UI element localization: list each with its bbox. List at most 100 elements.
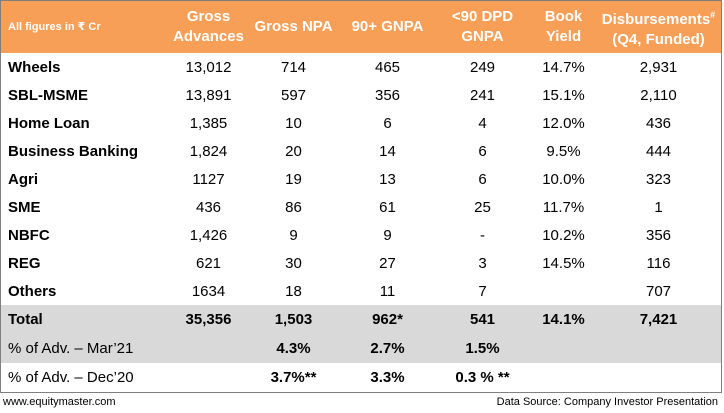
source-website: www.equitymaster.com: [3, 396, 116, 408]
cell-book-yield: 9.5%: [546, 142, 581, 160]
cell-gross-npa: 4.3%: [246, 334, 341, 363]
cell-90plus-gnpa: 465: [374, 58, 401, 76]
cell-gross-advances: 436: [195, 198, 222, 216]
cell-gross-advances: 35,356: [171, 305, 246, 334]
cell-disbursements: 1: [654, 198, 663, 216]
cell-book-yield: 10.2%: [542, 226, 585, 244]
row-label: NBFC: [8, 226, 50, 244]
cell-gross-advances: 621: [195, 254, 222, 272]
cell-lt90-dpd-gnpa: 1.5%: [434, 334, 531, 363]
pct-adv-dec20-row: % of Adv. – Dec’20 3.7%** 3.3% 0.3 % **: [1, 363, 721, 391]
col-book-yield: Book Yield: [531, 1, 596, 53]
col-header-line1: Gross NPA: [254, 18, 333, 35]
row-label: Agri: [8, 170, 38, 188]
cell-gross-advances: 1634: [191, 282, 226, 300]
cell-gross-npa: 30: [285, 254, 302, 272]
cell-90plus-gnpa: 9: [383, 226, 392, 244]
row-label: Wheels: [8, 58, 61, 76]
data-source-note: Data Source: Company Investor Presentati…: [496, 396, 718, 408]
cell-disbursements: 356: [645, 226, 672, 244]
cell-gross-advances: 1,824: [189, 142, 228, 160]
cell-gross-npa: 597: [280, 86, 307, 104]
table-row: Home Loan 1,385 10 6 4 12.0% 436: [1, 109, 721, 137]
col-disbursements: Disbursements# (Q4, Funded): [596, 1, 721, 53]
row-label: Others: [8, 282, 57, 300]
npa-table-frame: All figures in ₹ Cr Gross Advances Gross…: [0, 0, 722, 393]
cell-gross-npa: 20: [285, 142, 302, 160]
cell-gross-advances: 1127: [192, 170, 225, 188]
cell-book-yield: [531, 334, 596, 363]
cell-gross-advances: [171, 363, 246, 391]
cell-disbursements: 323: [645, 170, 672, 188]
col-header-line1: Gross: [186, 8, 231, 25]
table-row: NBFC 1,426 9 9 - 10.2% 356: [1, 221, 721, 249]
cell-gross-advances: 13,891: [185, 86, 232, 104]
cell-gross-npa: 18: [285, 282, 302, 300]
table-row: SBL-MSME 13,891 597 356 241 15.1% 2,110: [1, 81, 721, 109]
col-header-text: Disbursements: [601, 10, 711, 28]
row-label: Home Loan: [8, 114, 90, 132]
cell-disbursements: 116: [646, 254, 671, 272]
cell-90plus-gnpa: 61: [379, 198, 396, 216]
cell-disbursements: 2,931: [639, 58, 678, 76]
cell-gross-advances: [171, 334, 246, 363]
pct-adv-mar21-row: % of Adv. – Mar’21 4.3% 2.7% 1.5%: [1, 334, 721, 363]
cell-90plus-gnpa: 11: [379, 282, 396, 300]
cell-disbursements: 436: [645, 114, 672, 132]
cell-lt90-dpd-gnpa: -: [480, 226, 485, 244]
cell-book-yield: 14.5%: [542, 254, 585, 272]
cell-90plus-gnpa: 2.7%: [341, 334, 434, 363]
col-gross-npa: Gross NPA: [246, 1, 341, 53]
cell-lt90-dpd-gnpa: 6: [478, 170, 487, 188]
cell-90plus-gnpa: 27: [379, 254, 396, 272]
npa-table: All figures in ₹ Cr Gross Advances Gross…: [1, 1, 721, 391]
col-header-line1: <90 DPD: [451, 8, 514, 25]
row-label: SBL-MSME: [8, 86, 88, 104]
row-label: % of Adv. – Dec’20: [1, 363, 171, 391]
cell-gross-npa: 9: [289, 226, 298, 244]
cell-disbursements: 2,110: [640, 86, 677, 104]
footnote-mark: #: [710, 9, 716, 20]
table-row: Wheels 13,012 714 465 249 14.7% 2,931: [1, 53, 721, 81]
col-lt90-dpd-gnpa: <90 DPD GNPA: [434, 1, 531, 53]
cell-90plus-gnpa: 356: [374, 86, 401, 104]
cell-book-yield: 15.1%: [542, 86, 585, 104]
col-header-line2: (Q4, Funded): [612, 30, 705, 48]
cell-lt90-dpd-gnpa: 4: [478, 114, 487, 132]
cell-lt90-dpd-gnpa: 25: [474, 198, 491, 216]
header-row: All figures in ₹ Cr Gross Advances Gross…: [1, 1, 721, 53]
col-header-line1: 90+ GNPA: [351, 18, 424, 35]
row-label: REG: [8, 254, 41, 272]
cell-disbursements: 444: [645, 142, 672, 160]
table-row: REG 621 30 27 3 14.5% 116: [1, 249, 721, 277]
cell-disbursements: [596, 334, 721, 363]
table-row: SME 436 86 61 25 11.7% 1: [1, 193, 721, 221]
cell-lt90-dpd-gnpa: 0.3 % **: [434, 363, 531, 391]
table-row: Business Banking 1,824 20 14 6 9.5% 444: [1, 137, 721, 165]
cell-gross-npa: 1,503: [246, 305, 341, 334]
cell-lt90-dpd-gnpa: 241: [469, 86, 496, 104]
cell-lt90-dpd-gnpa: 541: [434, 305, 531, 334]
cell-disbursements: 7,421: [596, 305, 721, 334]
cell-disbursements: [596, 363, 721, 391]
row-label: SME: [8, 198, 41, 216]
table-row: Agri 1127 19 13 6 10.0% 323: [1, 165, 721, 193]
cell-gross-advances: 1,426: [189, 226, 228, 244]
cell-90plus-gnpa: 13: [379, 170, 396, 188]
cell-gross-npa: 714: [280, 58, 307, 76]
cell-gross-npa: 19: [285, 170, 302, 188]
cell-gross-advances: 13,012: [185, 58, 232, 76]
units-label: All figures in ₹ Cr: [1, 1, 171, 53]
row-label: Total: [1, 305, 171, 334]
col-header-line2: Yield: [545, 28, 582, 45]
cell-90plus-gnpa: 962*: [341, 305, 434, 334]
cell-book-yield: 14.1%: [531, 305, 596, 334]
cell-book-yield: 10.0%: [542, 170, 585, 188]
cell-lt90-dpd-gnpa: 249: [469, 58, 496, 76]
row-label: % of Adv. – Mar’21: [1, 334, 171, 363]
cell-gross-npa: 3.7%**: [246, 363, 341, 391]
cell-90plus-gnpa: 6: [383, 114, 392, 132]
cell-book-yield: [531, 277, 596, 305]
cell-lt90-dpd-gnpa: 6: [478, 142, 487, 160]
cell-disbursements: 707: [645, 282, 672, 300]
